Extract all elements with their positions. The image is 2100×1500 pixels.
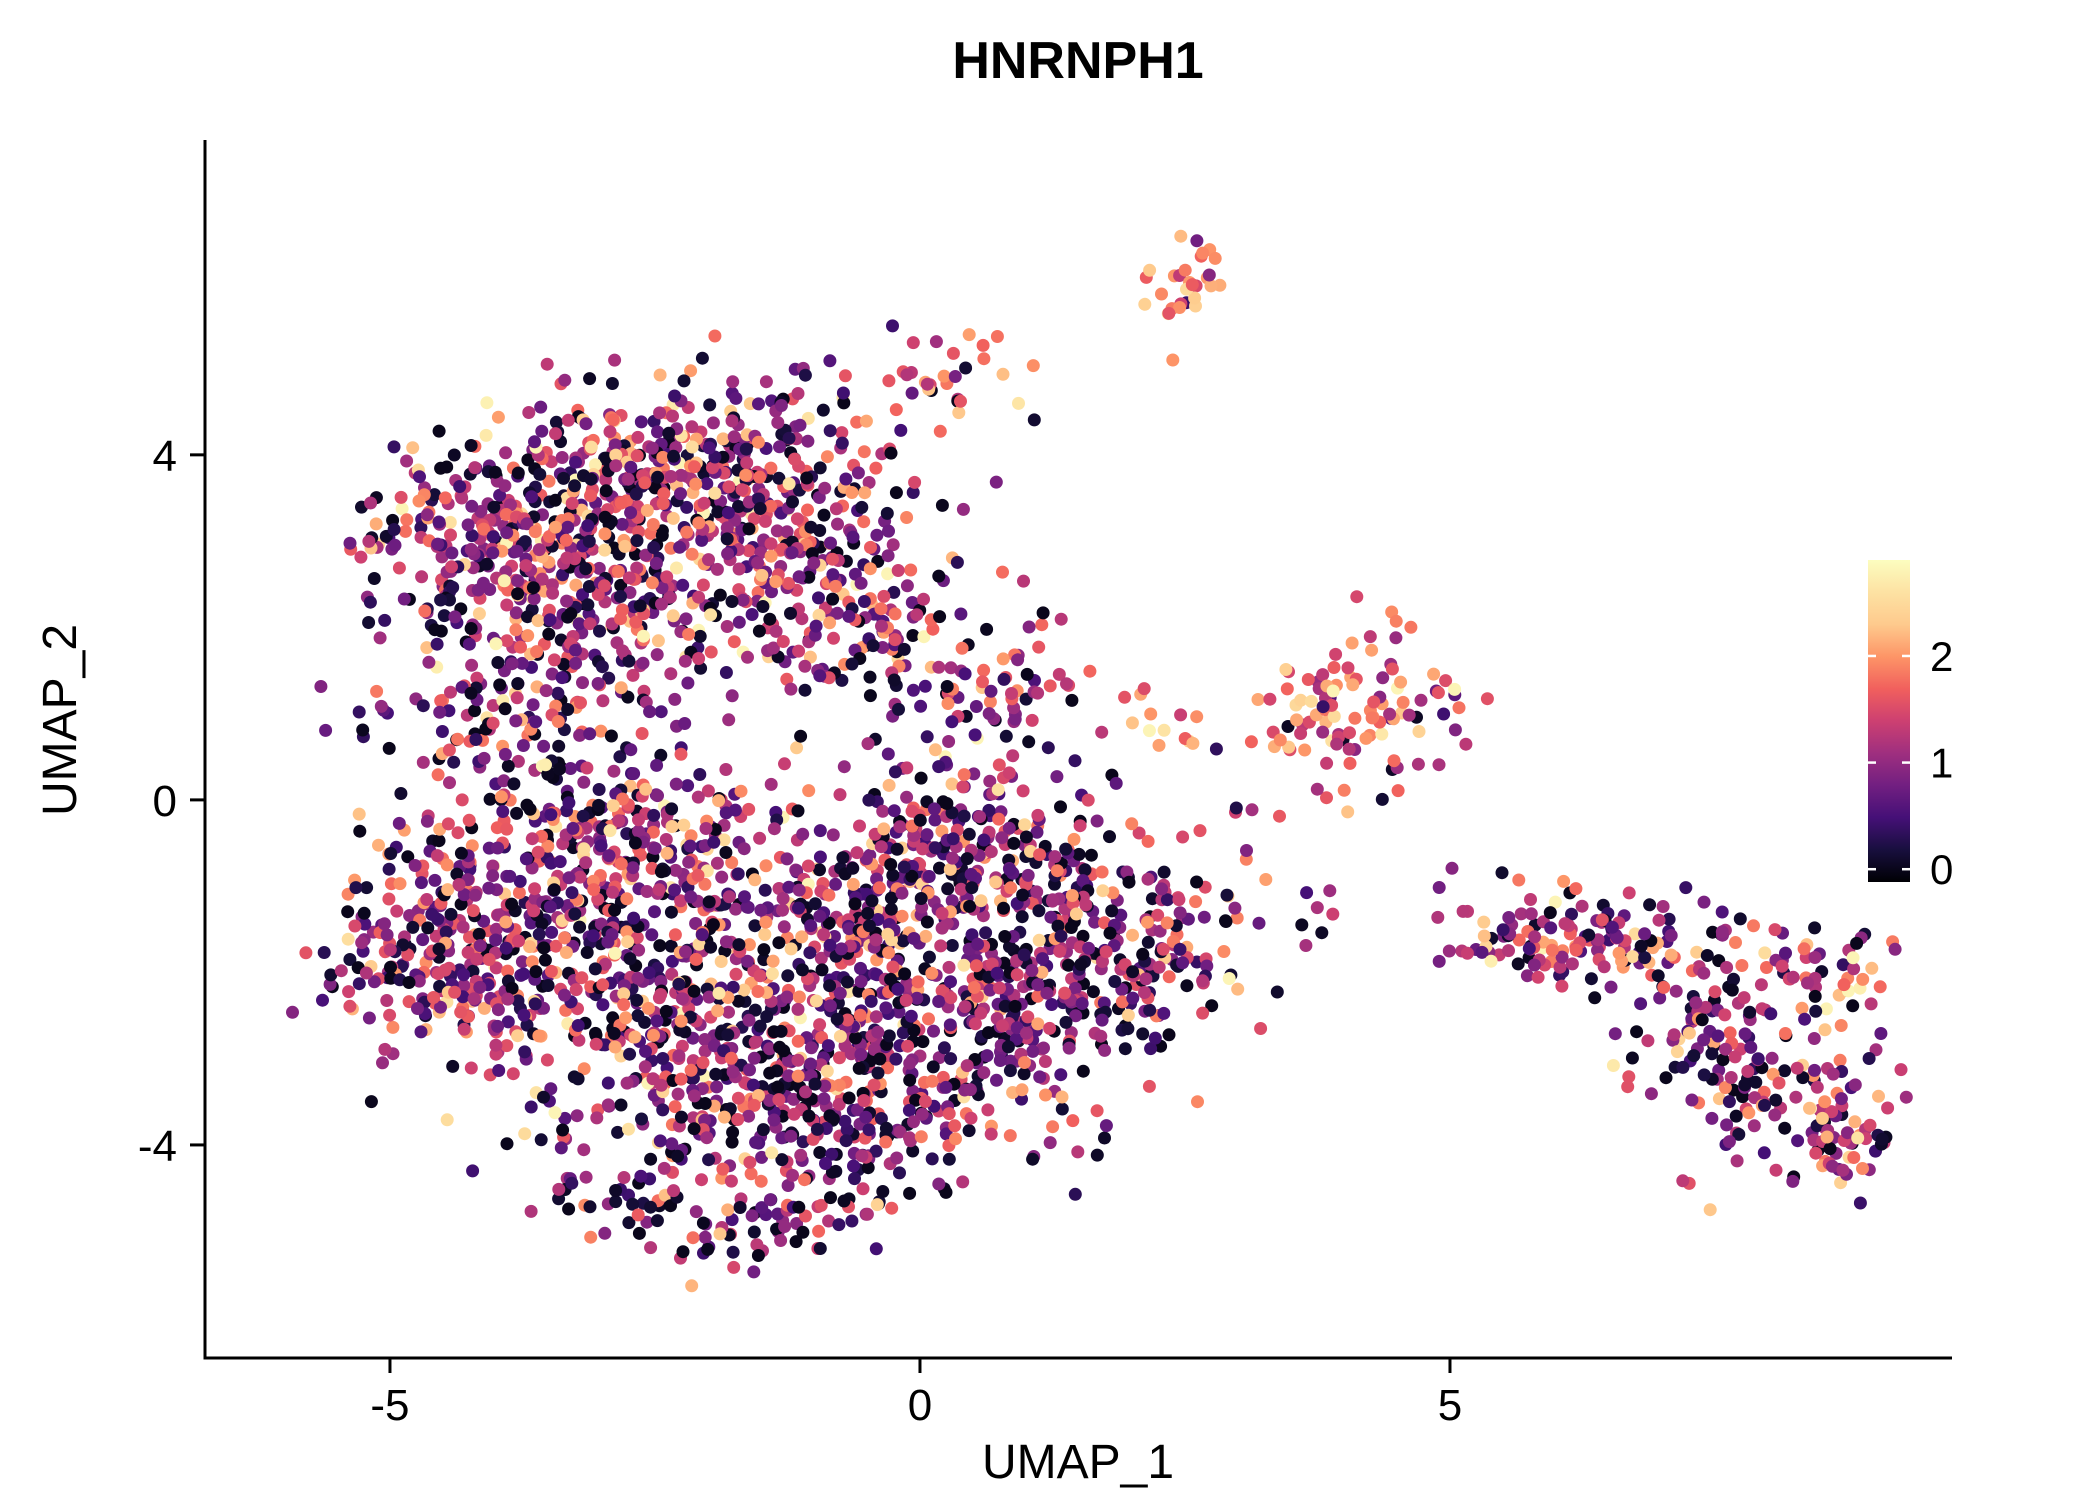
y-tick-label: -4 (138, 1122, 177, 1171)
expression-colorbar: 0 1 2 (1868, 560, 1953, 893)
x-axis-label: UMAP_1 (982, 1436, 1174, 1489)
scatter-points-layer (286, 229, 1913, 1293)
x-tick-label: -5 (370, 1381, 409, 1430)
y-tick-label: 0 (153, 777, 177, 826)
colorbar-gradient (1868, 560, 1910, 882)
plot-title: HNRNPH1 (952, 32, 1203, 90)
axes-layer: -5 0 5 -4 0 4 (138, 140, 1952, 1430)
colorbar-tick-label: 1 (1930, 740, 1953, 787)
y-axis-label: UMAP_2 (34, 624, 87, 816)
colorbar-tick-label: 2 (1930, 633, 1953, 680)
x-tick-label: 0 (908, 1381, 932, 1430)
y-tick-label: 4 (153, 432, 177, 481)
x-tick-label: 5 (1438, 1381, 1462, 1430)
colorbar-tick-label: 0 (1930, 846, 1953, 893)
